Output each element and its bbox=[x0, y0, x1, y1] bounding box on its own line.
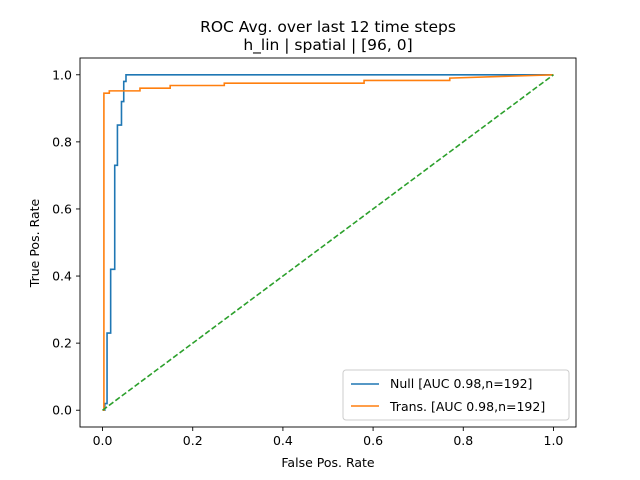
y-tick-label: 0.8 bbox=[52, 134, 72, 149]
y-tick-label: 0.4 bbox=[52, 269, 72, 284]
chart-subtitle: h_lin | spatial | [96, 0] bbox=[243, 36, 412, 55]
x-tick-label: 0.6 bbox=[363, 433, 383, 448]
y-axis-label: True Pos. Rate bbox=[27, 199, 42, 289]
x-tick-label: 0.4 bbox=[273, 433, 293, 448]
x-tick-label: 0.2 bbox=[183, 433, 203, 448]
chart-title: ROC Avg. over last 12 time steps bbox=[200, 18, 456, 36]
legend: Null [AUC 0.98,n=192] Trans. [AUC 0.98,n… bbox=[342, 369, 570, 421]
y-ticks: 0.0 0.2 0.4 0.6 0.8 1.0 bbox=[52, 67, 80, 418]
series-line-1 bbox=[102, 73, 554, 412]
x-tick-label: 0.8 bbox=[453, 433, 473, 448]
x-axis-label: False Pos. Rate bbox=[281, 455, 375, 470]
legend-label-null: Null [AUC 0.98,n=192] bbox=[390, 376, 532, 391]
y-tick-label: 0.2 bbox=[52, 336, 72, 351]
diagonal-reference-line bbox=[102, 74, 554, 411]
x-ticks: 0.0 0.2 0.4 0.6 0.8 1.0 bbox=[93, 427, 564, 448]
x-tick-label: 1.0 bbox=[544, 433, 564, 448]
x-tick-label: 0.0 bbox=[93, 433, 113, 448]
y-tick-label: 0.0 bbox=[52, 403, 72, 418]
y-tick-label: 0.6 bbox=[52, 201, 72, 216]
plot-frame bbox=[79, 57, 577, 428]
series-layer bbox=[102, 73, 554, 412]
series-line-0 bbox=[102, 73, 554, 412]
y-tick-label: 1.0 bbox=[52, 67, 72, 82]
legend-label-trans: Trans. [AUC 0.98,n=192] bbox=[389, 399, 545, 414]
legend-box bbox=[342, 369, 570, 421]
